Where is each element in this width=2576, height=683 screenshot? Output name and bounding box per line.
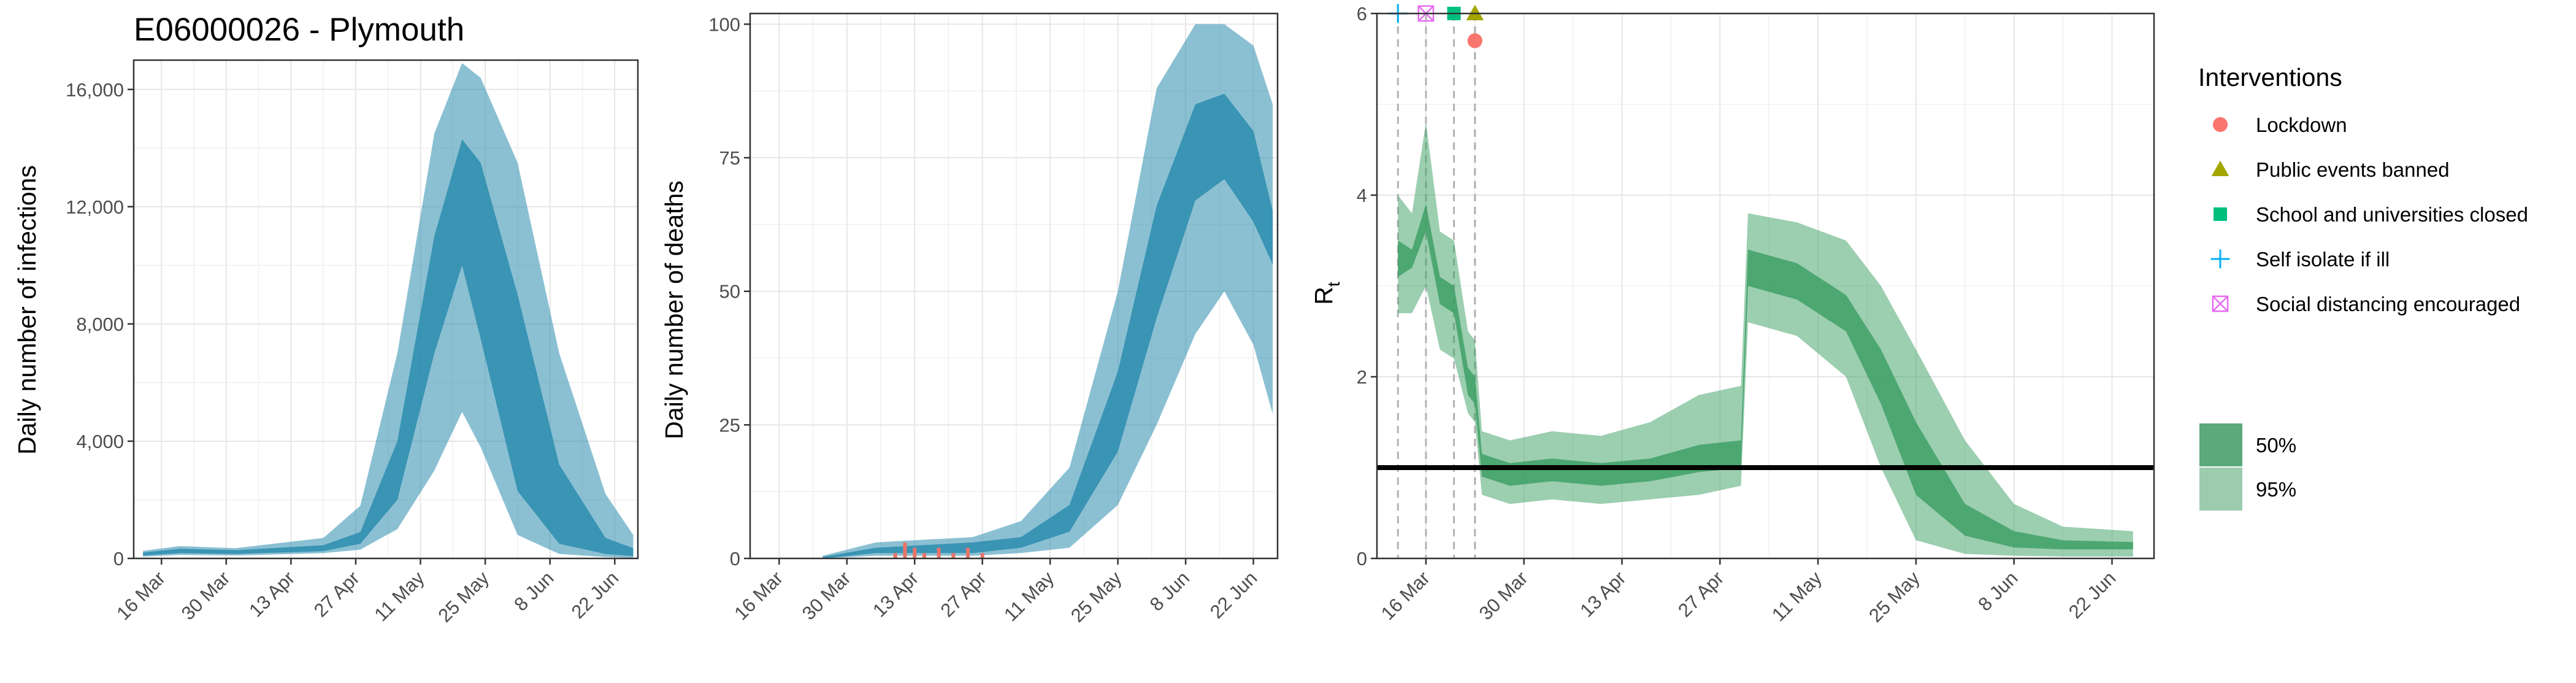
y-tick-label: 0 (113, 548, 124, 569)
intervention-marker-triangle (1466, 4, 1484, 20)
band-95 (1398, 122, 2133, 557)
x-tick-label: 8 Jun (1974, 567, 2022, 615)
observed-death-bar (937, 547, 941, 558)
x-tick-label: 22 Jun (2064, 567, 2120, 623)
legend-symbol-circle (2212, 117, 2228, 133)
x-tick-label: 13 Apr (868, 567, 922, 621)
x-tick-label: 13 Apr (245, 567, 299, 621)
x-tick-label: 16 Mar (112, 567, 169, 624)
rt-y-label-sub: t (1324, 282, 1343, 287)
infections-panel: E06000026 - Plymouth Daily number of inf… (13, 12, 639, 627)
legend-item-label: Self isolate if ill (2256, 248, 2390, 271)
observed-death-bar (893, 553, 897, 558)
x-tick-label: 30 Mar (1475, 567, 1532, 624)
y-tick-label: 0 (1357, 548, 1367, 569)
x-tick-label: 25 May (1067, 567, 1126, 627)
x-tick-label: 13 Apr (1576, 567, 1630, 621)
legend-symbol-square (2214, 207, 2227, 221)
x-tick-label: 27 Apr (310, 567, 364, 621)
x-tick-label: 22 Jun (1206, 567, 1262, 623)
x-tick-label: 8 Jun (1146, 567, 1194, 615)
y-tick-label: 16,000 (66, 79, 124, 101)
y-tick-label: 50 (719, 281, 740, 303)
deaths-panel: Daily number of deaths 0 25 50 75 100 16 Mar 3… (660, 12, 1279, 627)
intervention-marker-circle (1467, 33, 1482, 48)
y-tick-label: 0 (730, 548, 740, 569)
legend-title: Interventions (2198, 63, 2342, 91)
observed-death-bar (951, 553, 956, 558)
legend-item-label: Public events banned (2256, 158, 2450, 181)
observed-death-bar (980, 553, 984, 558)
legend-symbol-boxx (2212, 295, 2229, 312)
band-95 (822, 24, 1273, 558)
x-tick-label: 22 Jun (567, 567, 623, 623)
legend-item-label: Lockdown (2256, 114, 2347, 136)
rt-y-label: Rt (1309, 282, 1343, 305)
y-tick-label: 4,000 (76, 431, 124, 452)
panel-border (1376, 12, 2155, 560)
y-tick-label: 6 (1357, 3, 1367, 25)
legend-band-swatch (2199, 468, 2242, 511)
legend-item-label: School and universities closed (2256, 203, 2528, 226)
observed-death-bar (966, 547, 970, 558)
x-tick-label: 8 Jun (510, 567, 558, 615)
legend: Interventions Lockdown Public events bann… (2198, 63, 2528, 511)
observed-death-bar (913, 547, 917, 558)
y-tick-label: 100 (708, 14, 740, 35)
legend-item-label: Social distancing encouraged (2256, 293, 2520, 315)
legend-symbol-plus (2210, 249, 2230, 269)
x-tick-label: 11 May (370, 567, 429, 625)
legend-band-label: 50% (2256, 434, 2296, 457)
x-tick-label: 30 Mar (798, 567, 855, 624)
x-tick-label: 27 Apr (937, 567, 991, 621)
band-50 (143, 139, 634, 557)
legend-band-swatch (2199, 423, 2242, 466)
x-tick-label: 25 May (1865, 567, 1924, 627)
y-tick-label: 25 (719, 414, 740, 436)
rt-panel: Rt 0 2 4 6 16 Mar 30 Mar 13 Apr 27 Apr 11 May 25 … (1309, 3, 2155, 627)
observed-death-bar (903, 542, 907, 558)
legend-band-label: 95% (2256, 478, 2296, 501)
y-tick-label: 4 (1357, 185, 1367, 206)
y-tick-label: 75 (719, 147, 740, 169)
x-tick-label: 30 Mar (177, 567, 234, 624)
x-tick-label: 16 Mar (730, 567, 787, 624)
y-tick-label: 8,000 (76, 314, 124, 335)
panel-border (749, 12, 1279, 560)
rt-y-label-main: R (1309, 287, 1338, 305)
legend-symbol-triangle (2211, 160, 2229, 176)
x-tick-label: 16 Mar (1377, 567, 1434, 624)
plot-title: E06000026 - Plymouth (134, 12, 464, 48)
x-tick-label: 27 Apr (1674, 567, 1728, 621)
band-50 (822, 93, 1273, 559)
deaths-y-label: Daily number of deaths (660, 180, 688, 439)
band-50 (1398, 204, 2133, 550)
y-tick-label: 12,000 (66, 196, 124, 218)
infections-y-label: Daily number of infections (13, 165, 41, 455)
x-tick-label: 11 May (1768, 567, 1826, 625)
x-tick-label: 11 May (1000, 567, 1058, 625)
observed-death-bar (922, 553, 927, 558)
y-tick-label: 2 (1357, 366, 1367, 388)
panel-border (132, 59, 639, 560)
x-tick-label: 25 May (434, 567, 493, 627)
